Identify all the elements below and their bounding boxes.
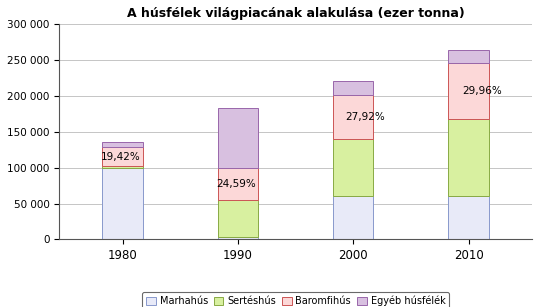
Bar xyxy=(333,81,374,95)
Bar xyxy=(448,119,489,196)
Text: 19,42%: 19,42% xyxy=(100,152,140,162)
Title: A húsfélek világpiacának alakulása (ezer tonna): A húsfélek világpiacának alakulása (ezer… xyxy=(127,7,465,20)
Text: 27,92%: 27,92% xyxy=(345,112,385,122)
Bar xyxy=(218,168,258,200)
Bar xyxy=(333,139,374,196)
Text: 24,59%: 24,59% xyxy=(216,179,255,189)
Bar xyxy=(102,142,143,147)
Bar xyxy=(102,147,143,166)
Bar xyxy=(333,95,374,139)
Bar xyxy=(448,50,489,63)
Bar xyxy=(448,196,489,239)
Bar xyxy=(102,166,143,168)
Bar xyxy=(333,196,374,239)
Bar xyxy=(218,108,258,168)
Bar xyxy=(218,237,258,239)
Text: 29,96%: 29,96% xyxy=(462,86,502,96)
Bar xyxy=(218,200,258,237)
Bar xyxy=(448,63,489,119)
Bar xyxy=(102,168,143,239)
Legend: Marhahús, Sertéshús, Baromfihús, Egyéb húsfélék: Marhahús, Sertéshús, Baromfihús, Egyéb h… xyxy=(142,292,449,307)
